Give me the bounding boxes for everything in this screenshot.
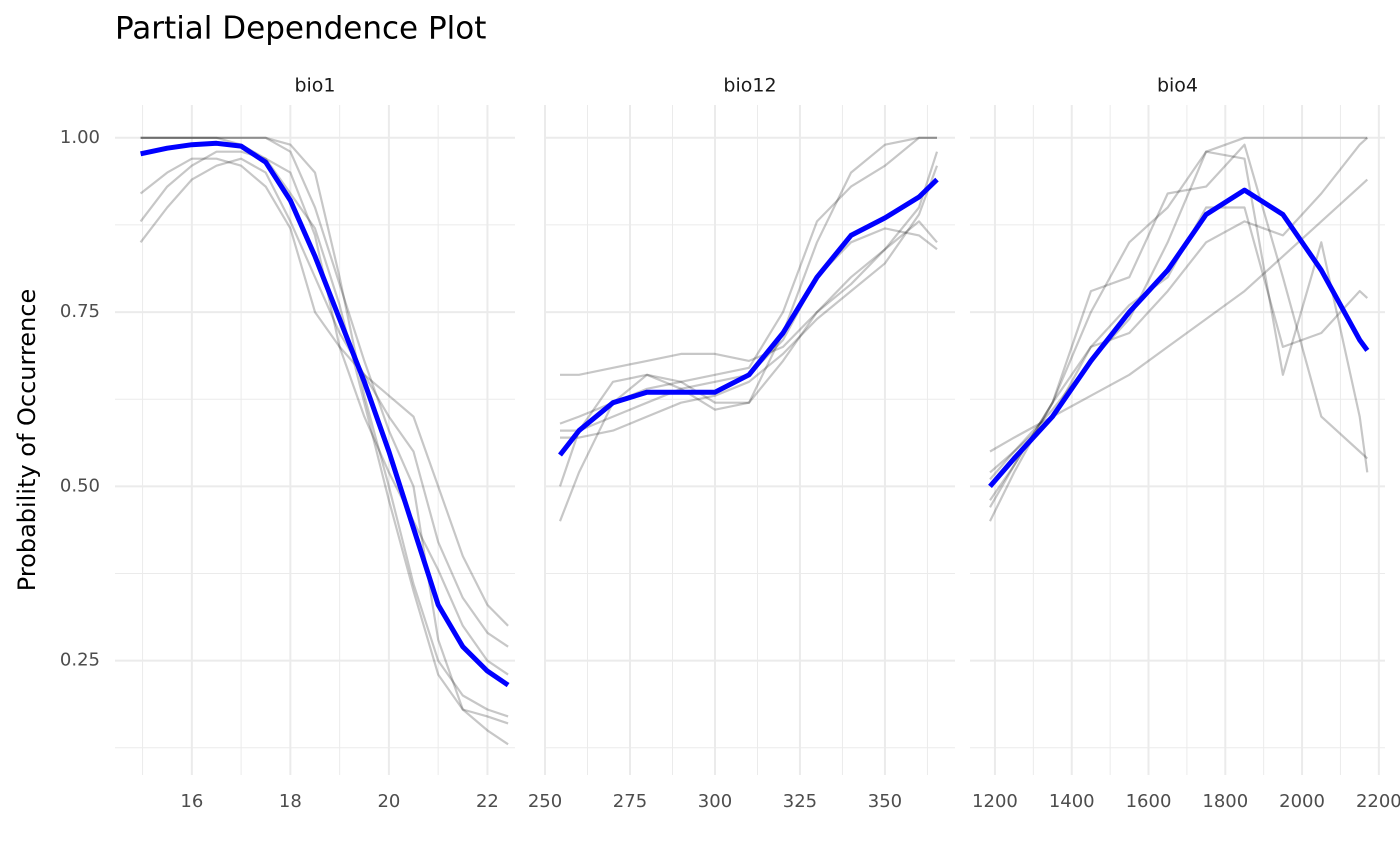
x-tick-label: 350 bbox=[868, 791, 902, 812]
strip-label: bio4 bbox=[1157, 75, 1198, 97]
pd-line bbox=[139, 150, 509, 676]
x-tick-label: 1800 bbox=[1202, 791, 1248, 812]
strip-label: bio1 bbox=[294, 75, 335, 97]
x-tick-label: 1600 bbox=[1126, 791, 1172, 812]
pd-line bbox=[560, 165, 939, 439]
pd-line bbox=[140, 136, 509, 725]
pd-line bbox=[558, 220, 938, 487]
pd-line bbox=[140, 136, 509, 718]
x-tick-label: 275 bbox=[613, 791, 647, 812]
x-tick-label: 1200 bbox=[972, 791, 1018, 812]
y-tick-label: 1.00 bbox=[60, 127, 100, 148]
strip-label: bio12 bbox=[723, 75, 776, 97]
y-tick-label: 0.25 bbox=[60, 650, 100, 671]
pd-line bbox=[558, 177, 939, 457]
x-tick-label: 300 bbox=[698, 791, 732, 812]
y-tick-label: 0.50 bbox=[60, 475, 100, 496]
x-tick-label: 1400 bbox=[1049, 791, 1095, 812]
x-tick-label: 16 bbox=[180, 791, 203, 812]
chart-title: Partial Dependence Plot bbox=[115, 11, 486, 47]
pd-line bbox=[988, 187, 1370, 489]
pd-line bbox=[140, 140, 510, 688]
pd-line bbox=[139, 157, 509, 627]
x-tick-label: 2000 bbox=[1279, 791, 1325, 812]
x-tick-label: 20 bbox=[377, 791, 400, 812]
y-axis-label: Probability of Occurrence bbox=[13, 289, 41, 591]
pd-line bbox=[558, 136, 937, 522]
pd-line bbox=[989, 150, 1369, 481]
pd-line bbox=[139, 157, 509, 648]
x-tick-label: 18 bbox=[279, 791, 302, 812]
pd-line bbox=[989, 136, 1369, 508]
x-tick-label: 22 bbox=[476, 791, 499, 812]
x-tick-label: 325 bbox=[783, 791, 817, 812]
x-tick-label: 2200 bbox=[1356, 791, 1400, 812]
pd-line bbox=[560, 151, 939, 376]
pd-line bbox=[989, 136, 1368, 522]
x-tick-label: 250 bbox=[528, 791, 562, 812]
y-tick-label: 0.75 bbox=[60, 301, 100, 322]
pd-line bbox=[140, 136, 509, 746]
pd-line bbox=[989, 143, 1369, 501]
